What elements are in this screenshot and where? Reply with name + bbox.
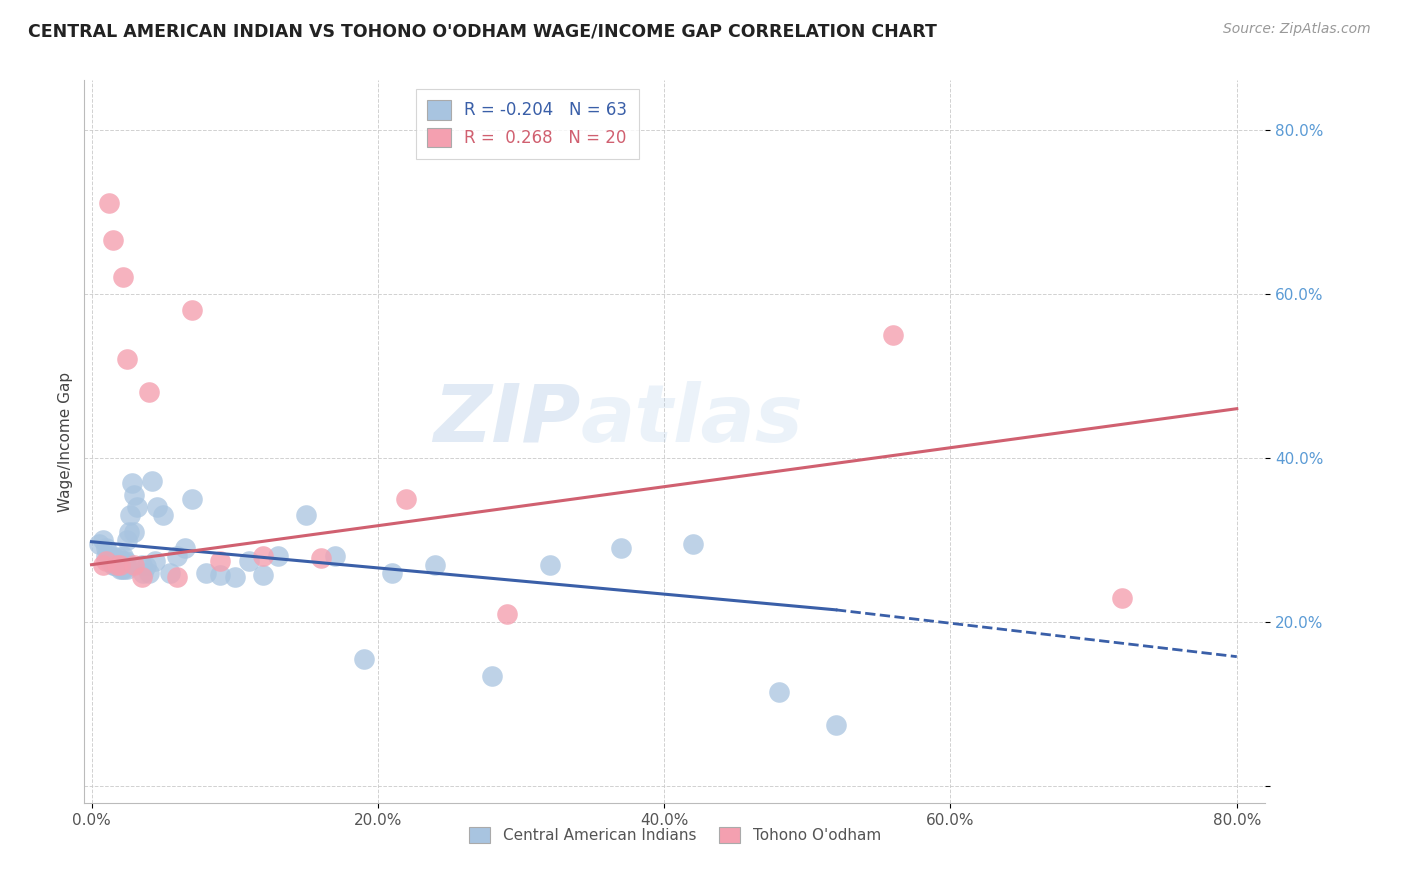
Point xyxy=(115,559,138,574)
Point xyxy=(101,233,124,247)
Point xyxy=(108,558,131,572)
Point xyxy=(209,553,232,567)
Point xyxy=(882,327,904,342)
Point xyxy=(120,508,142,523)
Point xyxy=(166,570,188,584)
Point xyxy=(395,491,418,506)
Point xyxy=(159,566,181,580)
Point xyxy=(152,508,174,523)
Point xyxy=(146,500,169,515)
Point xyxy=(101,553,124,567)
Point xyxy=(131,570,153,584)
Point xyxy=(101,549,124,564)
Point xyxy=(124,524,146,539)
Point xyxy=(121,475,143,490)
Point xyxy=(104,556,127,570)
Point xyxy=(768,685,790,699)
Point xyxy=(266,549,288,564)
Point xyxy=(108,559,131,574)
Point xyxy=(117,352,139,367)
Point xyxy=(94,541,117,556)
Point xyxy=(135,559,157,574)
Point xyxy=(495,607,517,621)
Point xyxy=(132,566,155,580)
Point xyxy=(114,556,136,570)
Legend: Central American Indians, Tohono O'odham: Central American Indians, Tohono O'odham xyxy=(463,822,887,849)
Point xyxy=(97,196,120,211)
Point xyxy=(143,553,166,567)
Point xyxy=(111,553,134,567)
Text: CENTRAL AMERICAN INDIAN VS TOHONO O'ODHAM WAGE/INCOME GAP CORRELATION CHART: CENTRAL AMERICAN INDIAN VS TOHONO O'ODHA… xyxy=(28,22,936,40)
Point xyxy=(295,508,318,523)
Point xyxy=(238,553,260,567)
Point xyxy=(381,566,404,580)
Y-axis label: Wage/Income Gap: Wage/Income Gap xyxy=(58,371,73,512)
Point xyxy=(94,553,117,567)
Point xyxy=(114,562,136,576)
Point xyxy=(87,537,110,551)
Point xyxy=(682,537,704,551)
Point xyxy=(323,549,346,564)
Point xyxy=(1111,591,1133,605)
Point xyxy=(481,668,503,682)
Point xyxy=(423,558,446,572)
Point xyxy=(118,524,141,539)
Point xyxy=(105,559,128,574)
Point xyxy=(173,541,195,556)
Point xyxy=(91,558,114,572)
Point xyxy=(105,558,128,572)
Point xyxy=(111,549,134,564)
Point xyxy=(105,553,128,567)
Text: Source: ZipAtlas.com: Source: ZipAtlas.com xyxy=(1223,22,1371,37)
Point xyxy=(91,533,114,547)
Point xyxy=(252,549,274,564)
Point xyxy=(124,488,146,502)
Point xyxy=(124,558,146,572)
Point xyxy=(141,474,163,488)
Point xyxy=(610,541,633,556)
Point xyxy=(166,549,188,564)
Point xyxy=(138,566,160,580)
Point xyxy=(309,551,332,566)
Point xyxy=(825,718,848,732)
Point xyxy=(252,567,274,582)
Text: ZIP: ZIP xyxy=(433,381,581,458)
Point xyxy=(538,558,561,572)
Point xyxy=(111,558,134,572)
Point xyxy=(111,270,134,285)
Point xyxy=(101,558,124,572)
Point xyxy=(117,533,139,547)
Point xyxy=(138,385,160,400)
Point xyxy=(108,562,131,576)
Point xyxy=(107,551,129,566)
Point xyxy=(110,562,132,576)
Point xyxy=(209,567,232,582)
Point xyxy=(180,303,202,318)
Point xyxy=(103,558,125,572)
Point xyxy=(97,553,120,567)
Point xyxy=(117,562,139,576)
Point xyxy=(131,558,153,572)
Text: atlas: atlas xyxy=(581,381,803,458)
Point xyxy=(180,491,202,506)
Point xyxy=(127,500,149,515)
Point xyxy=(115,553,138,567)
Point xyxy=(98,549,121,564)
Point xyxy=(224,570,246,584)
Point xyxy=(94,549,117,564)
Point xyxy=(103,553,125,567)
Point xyxy=(353,652,375,666)
Point xyxy=(108,556,131,570)
Point xyxy=(195,566,218,580)
